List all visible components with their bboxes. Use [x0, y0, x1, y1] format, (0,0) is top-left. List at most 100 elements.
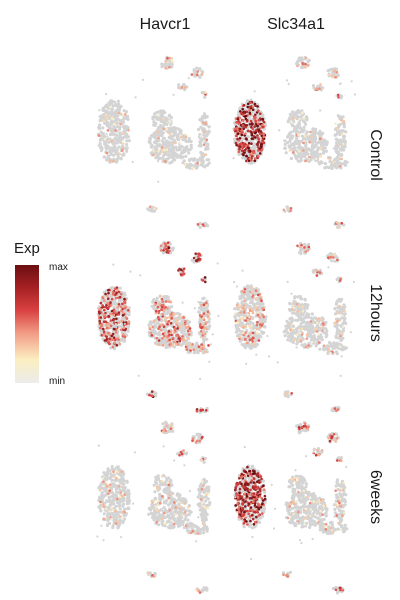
expressed-cell-point	[189, 343, 192, 346]
expressed-cell-point	[310, 340, 314, 344]
expressed-cell-point	[304, 62, 307, 66]
expressed-cell-point	[245, 154, 248, 158]
cell-point	[155, 482, 159, 486]
cell-point	[200, 153, 204, 157]
expressed-cell-point	[119, 305, 123, 309]
cell-point	[338, 123, 342, 127]
cell-point	[254, 336, 258, 340]
expressed-cell-point	[252, 149, 256, 153]
cell-point	[246, 286, 250, 290]
expressed-cell-point	[152, 319, 156, 323]
expressed-cell-point	[116, 470, 119, 474]
expressed-cell-point	[161, 430, 165, 433]
expressed-cell-point	[256, 146, 260, 149]
expressed-cell-point	[127, 129, 130, 132]
cell-point	[238, 329, 243, 333]
expressed-cell-point	[106, 115, 109, 118]
expressed-cell-point	[204, 280, 207, 284]
expressed-cell-point	[108, 323, 111, 326]
cell-point	[313, 139, 317, 143]
expressed-cell-point	[185, 348, 189, 351]
expressed-cell-point	[152, 149, 155, 152]
expressed-cell-point	[151, 394, 154, 398]
cell-point	[186, 350, 190, 354]
expressed-cell-point	[299, 339, 303, 343]
cell-point	[124, 115, 127, 118]
cell-point	[290, 292, 293, 295]
cell-point	[101, 131, 105, 136]
cell-point	[127, 139, 131, 143]
expressed-cell-point	[159, 328, 163, 332]
expressed-cell-point	[105, 485, 108, 488]
expressed-cell-point	[108, 159, 112, 163]
expressed-cell-point	[253, 341, 256, 345]
expressed-cell-point	[177, 337, 180, 340]
cell-point	[112, 125, 116, 129]
expressed-cell-point	[121, 131, 124, 135]
cell-point	[106, 135, 109, 138]
cell-point	[235, 285, 238, 288]
expressed-cell-point	[204, 153, 208, 156]
expressed-cell-point	[261, 125, 265, 129]
cell-point	[278, 129, 281, 132]
expressed-cell-point	[164, 60, 167, 63]
expressed-cell-point	[196, 255, 200, 258]
cell-point	[198, 332, 202, 336]
expressed-cell-point	[315, 87, 319, 90]
expressed-cell-point	[165, 316, 169, 320]
expressed-cell-point	[302, 149, 305, 152]
expressed-cell-point	[245, 159, 248, 163]
cell-point	[152, 298, 156, 302]
cell-point	[159, 508, 163, 512]
cell-point	[162, 142, 166, 146]
expressed-cell-point	[298, 332, 302, 335]
cell-point	[110, 122, 114, 126]
legend-min-label: min	[49, 376, 66, 387]
expressed-cell-point	[108, 337, 111, 341]
expressed-cell-point	[176, 327, 179, 330]
cell-point	[111, 524, 115, 528]
cell-point	[179, 516, 183, 521]
expressed-cell-point	[198, 349, 202, 353]
expressed-cell-point	[170, 58, 173, 62]
expressed-cell-point	[165, 148, 169, 151]
expressed-cell-point	[168, 65, 171, 69]
cell-point	[115, 326, 118, 329]
cell-point	[184, 138, 188, 142]
cell-point	[322, 331, 326, 335]
cell-point	[305, 130, 309, 134]
expressed-cell-point	[168, 249, 171, 253]
expressed-cell-point	[248, 123, 252, 126]
expressed-cell-point	[181, 335, 184, 338]
cell-point	[99, 496, 103, 500]
expressed-cell-point	[257, 141, 260, 144]
cell-point	[201, 164, 205, 168]
expressed-cell-point	[233, 127, 237, 131]
cell-point	[105, 137, 110, 141]
cell-point	[325, 142, 329, 146]
cell-point	[196, 127, 201, 132]
expressed-cell-point	[259, 130, 263, 133]
expressed-cell-point	[329, 351, 332, 355]
cell-point	[198, 225, 202, 229]
cell-point	[197, 516, 200, 519]
cell-point	[283, 139, 287, 143]
cell-point	[170, 65, 174, 69]
expressed-cell-point	[288, 149, 292, 152]
expressed-cell-point	[162, 127, 166, 131]
cell-point	[153, 145, 157, 149]
cell-point	[289, 130, 293, 134]
cell-point	[181, 301, 184, 304]
expressed-cell-point	[158, 501, 162, 505]
expressed-cell-point	[292, 151, 295, 154]
cell-point	[105, 523, 109, 528]
cell-point	[173, 519, 177, 523]
cell-point	[164, 475, 167, 478]
cell-point	[253, 146, 257, 151]
expressed-cell-point	[101, 296, 105, 300]
cell-point	[263, 320, 267, 324]
cell-point	[324, 149, 329, 153]
expressed-cell-point	[195, 588, 198, 591]
cell-point	[98, 142, 102, 146]
expressed-cell-point	[253, 159, 257, 162]
